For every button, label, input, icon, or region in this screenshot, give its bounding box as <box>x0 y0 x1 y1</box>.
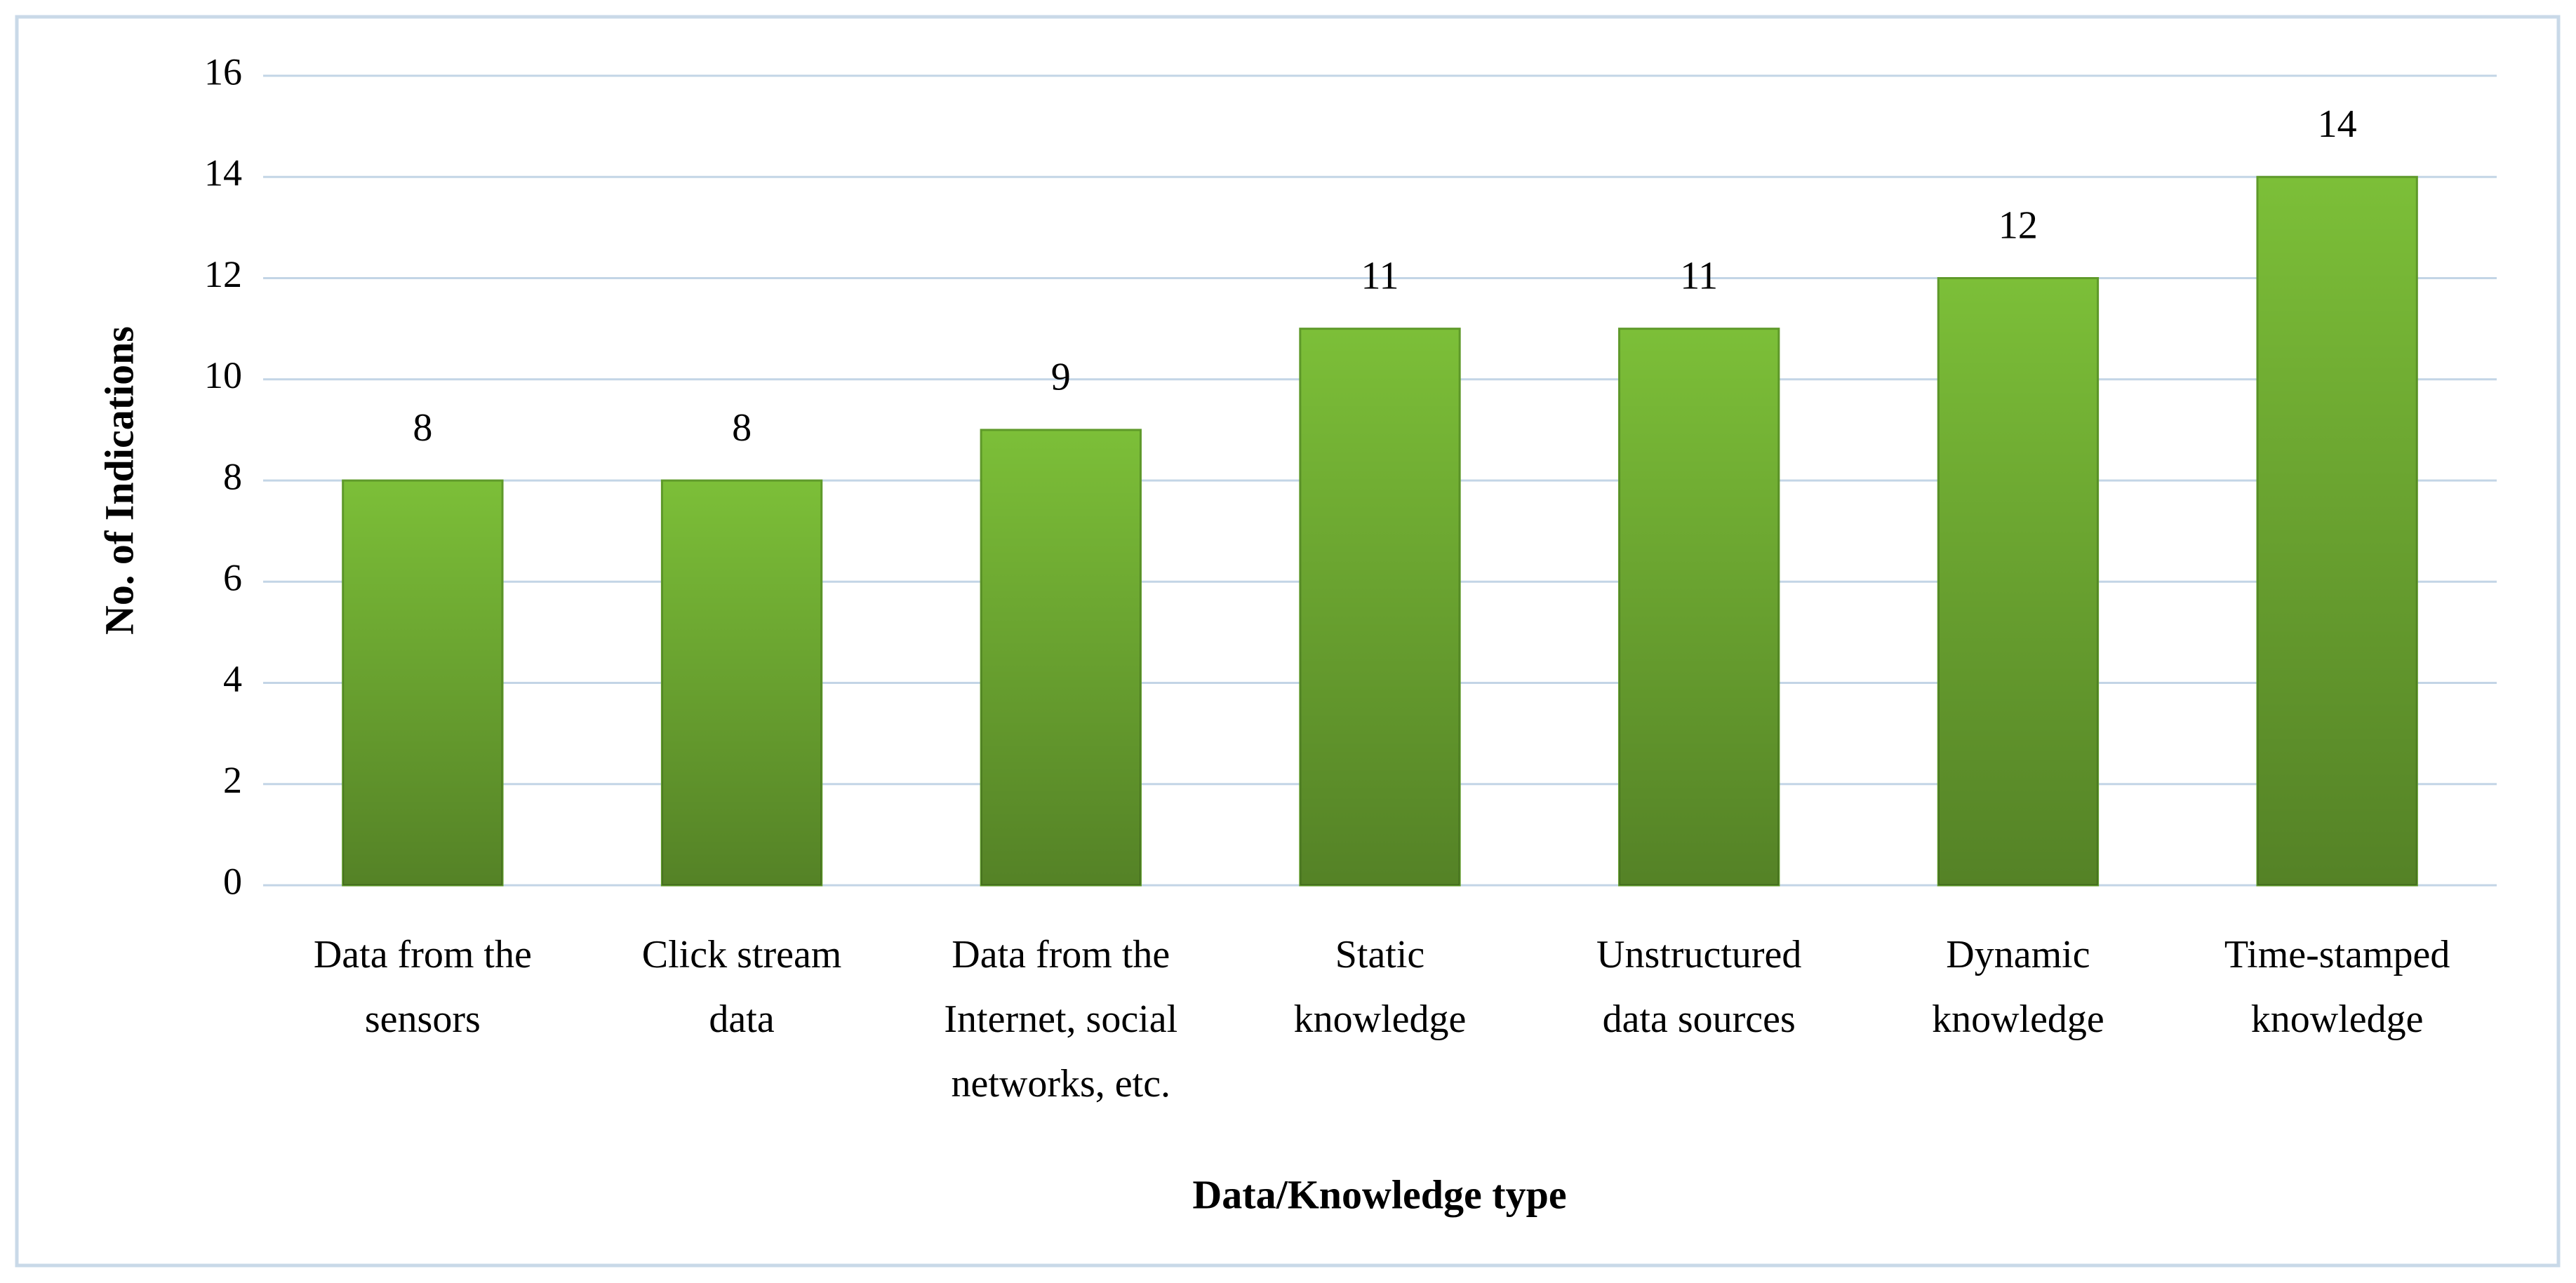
y-axis-title: No. of Indications <box>96 326 142 635</box>
bar-shade <box>1300 328 1460 885</box>
x-tick-label: Static knowledge <box>1293 933 1467 1041</box>
x-tick-label: Data from the Internet, social networks,… <box>944 933 1178 1106</box>
y-tick-label: 2 <box>223 759 242 801</box>
bar-shade <box>2257 177 2417 885</box>
data-label: 9 <box>1051 356 1071 399</box>
y-tick-label: 6 <box>223 557 242 599</box>
y-tick-label: 0 <box>223 860 242 902</box>
bar-shade <box>981 429 1141 885</box>
bar-shade <box>1619 328 1779 885</box>
x-tick-label: Dynamic knowledge <box>1932 933 2104 1041</box>
chart-border <box>15 15 2561 1268</box>
data-label: 11 <box>1361 254 1399 297</box>
y-tick-label: 10 <box>204 354 242 396</box>
bar-shade <box>1938 278 2098 885</box>
bar-shade <box>342 481 503 885</box>
y-tick-label: 8 <box>223 455 242 497</box>
data-label: 8 <box>413 406 432 450</box>
y-tick-label: 12 <box>204 253 242 295</box>
y-tick-label: 16 <box>204 51 242 93</box>
x-tick-label: Click stream data <box>641 933 842 1041</box>
data-label: 14 <box>2318 102 2357 146</box>
x-tick-label: Time-stamped knowledge <box>2224 933 2450 1041</box>
x-axis-title: Data/Knowledge type <box>1192 1171 1566 1217</box>
data-label: 12 <box>1998 203 2038 247</box>
x-tick-label: Unstructured data sources <box>1596 933 1802 1041</box>
x-tick-label: Data from the sensors <box>313 933 532 1041</box>
y-tick-label: 14 <box>204 152 242 194</box>
data-label: 8 <box>732 406 752 450</box>
y-tick-label: 4 <box>223 658 242 700</box>
data-label: 11 <box>1680 254 1718 297</box>
bar-shade <box>662 481 822 885</box>
